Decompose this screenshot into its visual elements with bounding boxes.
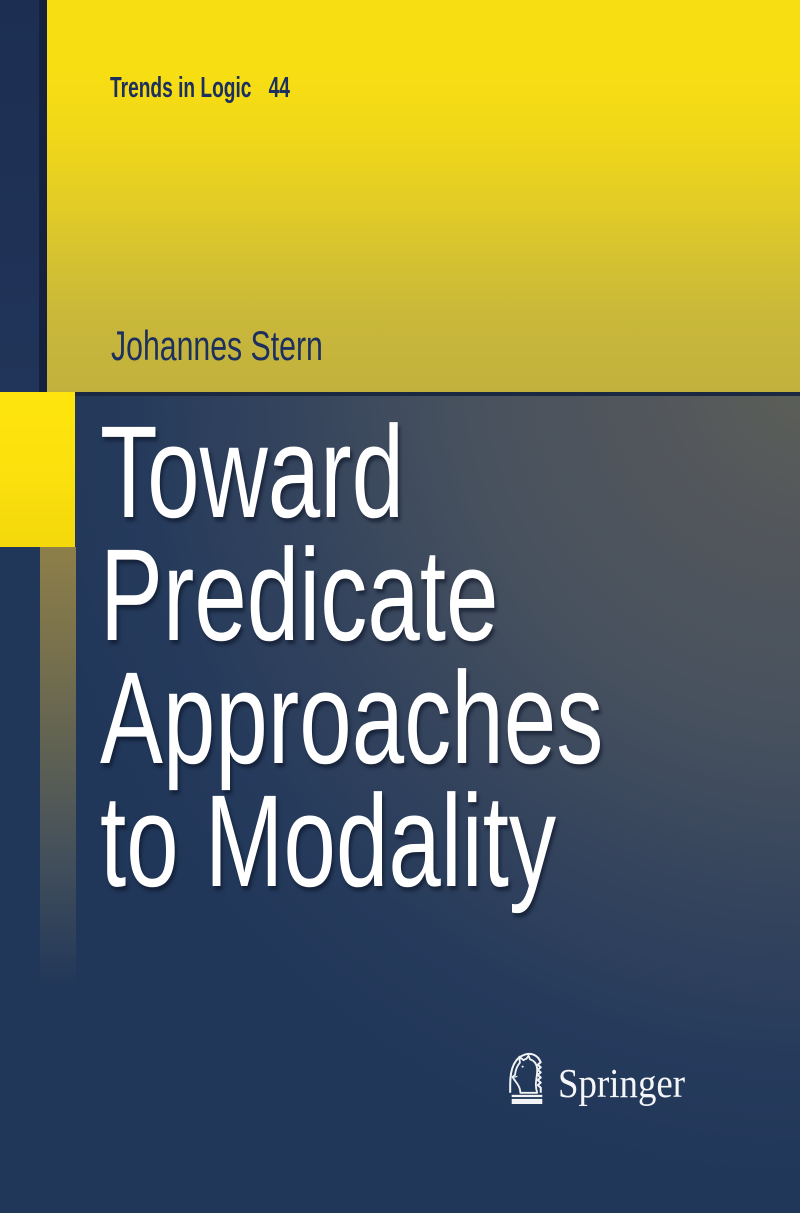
- series-banner: Trends in Logic 44: [110, 74, 290, 103]
- springer-horse-icon: [509, 1052, 543, 1104]
- yellow-accent-square: [0, 392, 75, 547]
- title-line-1: Toward: [100, 398, 405, 545]
- left-navy-bar: [0, 0, 39, 392]
- author-name: Johannes Stern: [111, 322, 323, 369]
- series-name: Trends in Logic: [110, 72, 252, 104]
- springer-wordmark: Springer: [558, 1060, 686, 1106]
- series-volume: 44: [268, 72, 290, 104]
- main-panel: [0, 392, 800, 1213]
- left-navy-bar-shadow-edge: [39, 0, 47, 392]
- accent-square-shadow-stripe: [40, 547, 76, 987]
- title-line-4: to Modality: [100, 767, 557, 914]
- title-line-3: Approaches: [100, 644, 604, 791]
- title-line-2: Predicate: [100, 521, 499, 668]
- book-title: Toward Predicate Approaches to Modality: [100, 398, 604, 914]
- header-yellow-band: [0, 0, 800, 396]
